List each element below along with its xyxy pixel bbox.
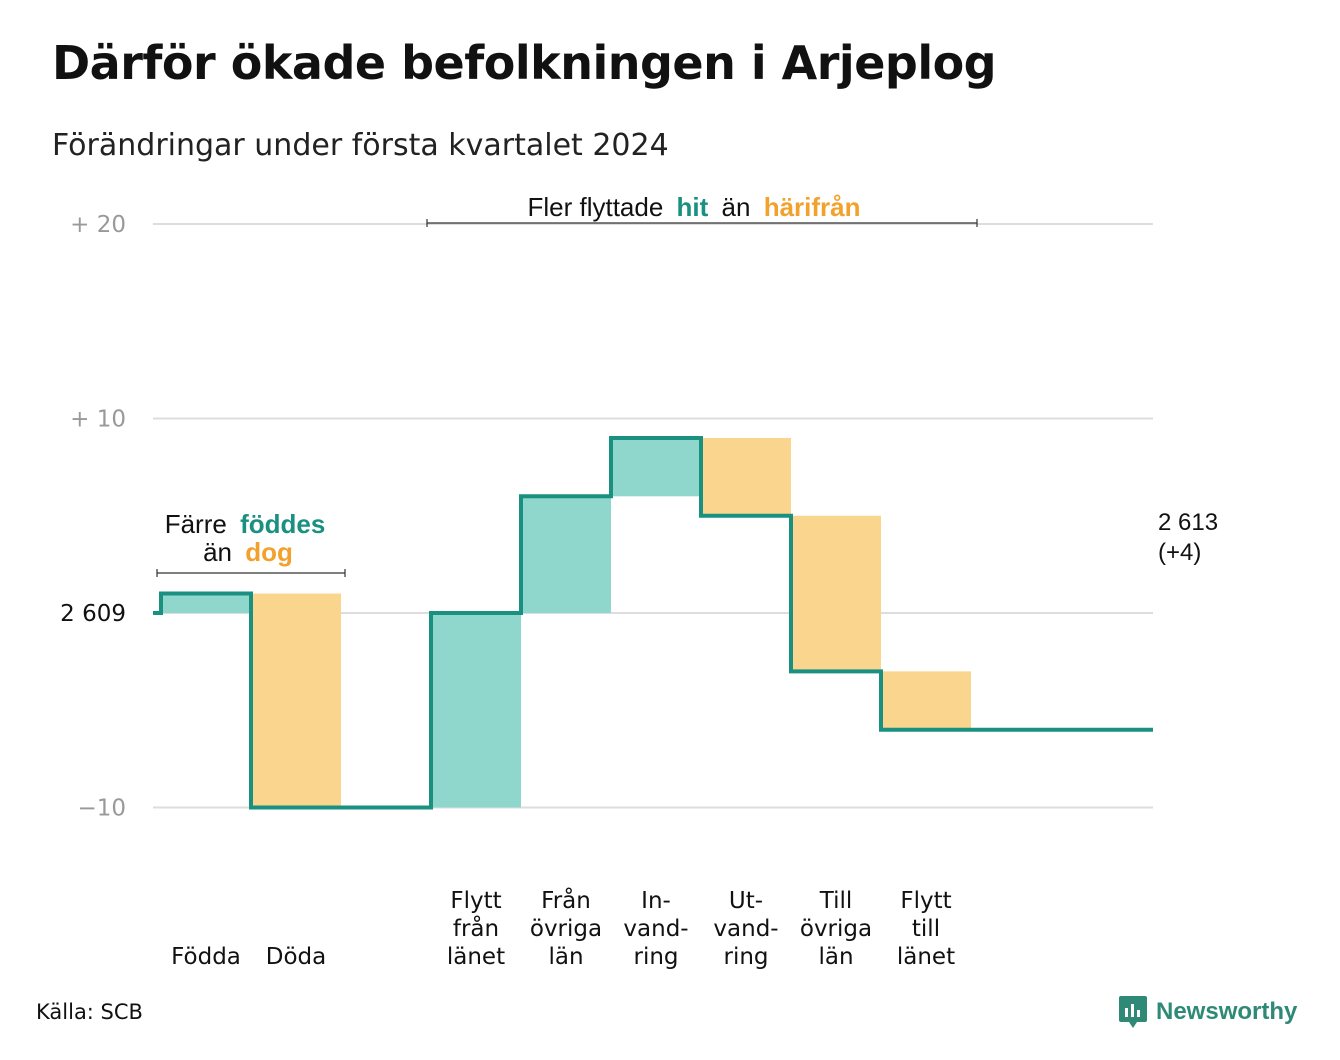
x-tick-label: övriga [800,916,872,942]
x-tick-label: Födda [171,944,241,970]
x-tick-label: Flytt [450,888,501,914]
x-tick-label: Till [819,888,853,914]
end-value-label: 2 613 [1158,509,1218,536]
chart-subtitle: Förändringar under första kvartalet 2024 [52,128,669,163]
migration-text-hit: hit [677,192,709,222]
x-tick-label: vand- [713,916,778,942]
x-axis-labels: Födda DödaFlyttfrånlänetFrånövrigalänIn-v… [171,886,955,970]
newsworthy-logo: Newsworthy [1118,994,1297,1030]
x-tick-label: övriga [530,916,602,942]
running-total-line [153,435,1153,810]
births-text-an: än [203,537,232,567]
births-annotation: Färre föddes än dog [156,509,346,577]
births-text-dog: dog [245,537,293,567]
brand-name: Newsworthy [1156,998,1298,1025]
y-tick-label: + 10 [70,407,126,433]
bar-6 [701,437,791,516]
births-text-pre: Färre [165,509,227,539]
x-tick-label: från [453,914,499,942]
x-tick-label: Ut- [729,888,763,914]
y-tick-label: + 20 [70,212,126,238]
bars [161,437,971,808]
x-tick-label: till [912,916,940,942]
y-tick-label: 2 609 [60,601,126,627]
x-tick-label: Flytt [900,888,951,914]
bar-0 [161,593,251,613]
migration-text-harifran: härifrån [764,192,861,222]
migration-annotation: Fler flyttade hit än härifrån [426,192,978,227]
x-tick-label: länet [897,944,955,970]
bar-3 [431,613,521,808]
x-tick-label: In- [641,888,671,914]
bar-8 [881,671,971,730]
bar-5 [611,437,701,497]
births-annotation-line1: Färre föddes [165,509,326,539]
y-tick-label: −10 [77,796,126,822]
bar-1 [251,593,341,808]
x-tick-label: vand- [623,916,688,942]
chart-title: Därför ökade befolkningen i Arjeplog [52,36,997,90]
x-tick-label: Från [541,886,591,914]
newsworthy-logo-icon [1119,996,1147,1028]
migration-text-mid: än [722,192,751,222]
bar-4 [521,496,611,613]
y-axis-ticks: + 20 + 10 2 609 −10 [60,212,126,822]
bar-7 [791,515,881,672]
x-tick-label: Döda [266,944,326,970]
x-tick-label: län [818,944,853,970]
source-note: Källa: SCB [36,1000,143,1024]
births-text-foddes: föddes [240,509,325,539]
x-tick-label: ring [633,944,678,970]
x-tick-label: län [548,944,583,970]
x-tick-label: länet [447,944,505,970]
migration-text-pre: Fler flyttade [527,192,663,222]
x-tick-label: ring [723,944,768,970]
end-change-label: (+4) [1158,539,1201,566]
migration-annotation-text: Fler flyttade hit än härifrån [527,192,860,222]
births-annotation-line2: än dog [203,537,293,567]
